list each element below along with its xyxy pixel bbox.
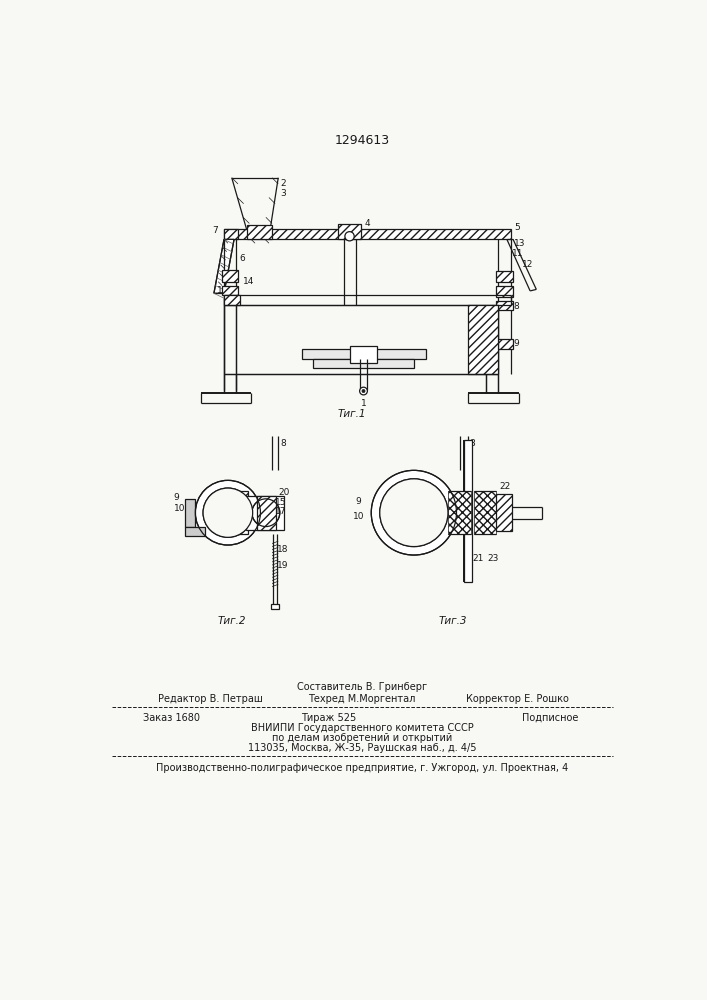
Bar	[271, 604, 279, 609]
Text: 1: 1	[361, 399, 366, 408]
Text: Техред М.Моргентал: Техред М.Моргентал	[308, 694, 416, 704]
Text: Заказ 1680: Заказ 1680	[143, 713, 199, 723]
Text: Тираж 525: Тираж 525	[301, 713, 356, 723]
Text: 20: 20	[279, 488, 290, 497]
Circle shape	[345, 232, 354, 241]
Text: по делам изобретений и открытий: по делам изобретений и открытий	[271, 733, 452, 743]
Bar	[224, 295, 240, 305]
Circle shape	[252, 499, 280, 527]
Text: Подписное: Подписное	[522, 713, 579, 723]
Bar	[338, 224, 361, 239]
Text: 10: 10	[354, 512, 365, 521]
Bar	[496, 286, 513, 297]
Circle shape	[203, 488, 252, 537]
Text: 8: 8	[514, 302, 520, 311]
Circle shape	[258, 505, 274, 520]
Text: 18: 18	[276, 545, 288, 554]
Polygon shape	[185, 527, 204, 536]
Text: 10: 10	[174, 504, 185, 513]
Text: Τиг.1: Τиг.1	[338, 409, 366, 419]
Text: 6: 6	[240, 254, 245, 263]
Text: 15: 15	[217, 286, 228, 295]
Bar	[496, 339, 513, 349]
Text: 12: 12	[522, 260, 534, 269]
Bar	[371, 470, 457, 555]
Text: Производственно-полиграфическое предприятие, г. Ужгород, ул. Проектная, 4: Производственно-полиграфическое предприя…	[156, 763, 568, 773]
Polygon shape	[214, 239, 234, 293]
Circle shape	[371, 470, 457, 555]
Bar	[474, 491, 496, 534]
Circle shape	[380, 479, 448, 547]
Text: 5: 5	[514, 223, 520, 232]
Text: Τиг.2: Τиг.2	[218, 615, 246, 626]
Circle shape	[362, 389, 365, 393]
Text: 19: 19	[276, 561, 288, 570]
Bar	[220, 491, 248, 534]
Bar	[464, 440, 472, 582]
Bar	[496, 494, 512, 531]
Circle shape	[360, 387, 368, 395]
Text: 23: 23	[488, 554, 499, 563]
Circle shape	[203, 488, 252, 537]
Text: 7: 7	[212, 226, 218, 235]
Polygon shape	[185, 499, 195, 527]
Text: 9: 9	[356, 497, 361, 506]
Text: ВНИИПИ Государственного комитета СССР: ВНИИПИ Государственного комитета СССР	[250, 723, 473, 733]
Circle shape	[262, 509, 270, 517]
Bar	[224, 229, 510, 239]
Text: 3: 3	[281, 189, 286, 198]
Bar	[313, 359, 414, 368]
Text: 22: 22	[499, 482, 510, 491]
Bar	[246, 496, 284, 530]
Text: 2: 2	[281, 179, 286, 188]
Text: 13: 13	[514, 239, 525, 248]
Text: Τиг.3: Τиг.3	[438, 615, 467, 626]
Bar	[223, 270, 238, 282]
Bar	[496, 301, 513, 310]
Text: 8: 8	[281, 439, 286, 448]
Circle shape	[380, 479, 448, 547]
Text: Корректор Е. Рошко: Корректор Е. Рошко	[466, 694, 569, 704]
Bar	[301, 349, 426, 359]
Text: Редактор В. Петраш: Редактор В. Петраш	[158, 694, 263, 704]
Bar	[224, 229, 238, 239]
Bar	[247, 225, 272, 239]
Bar	[195, 480, 260, 545]
Bar	[448, 491, 472, 534]
Text: 11: 11	[512, 249, 523, 258]
Text: Составитель В. Гринберг: Составитель В. Гринберг	[297, 682, 427, 692]
Text: 1294613: 1294613	[334, 134, 390, 147]
Text: 113035, Москва, Ж-35, Раушская наб., д. 4/5: 113035, Москва, Ж-35, Раушская наб., д. …	[247, 743, 477, 753]
Text: 9: 9	[174, 493, 180, 502]
Bar	[257, 496, 276, 530]
Bar	[223, 286, 238, 295]
Bar	[468, 305, 498, 374]
Text: 4: 4	[365, 219, 370, 228]
Bar	[496, 271, 513, 282]
Bar	[351, 346, 377, 363]
Text: 9: 9	[514, 339, 520, 348]
Text: 15: 15	[275, 498, 286, 507]
Text: 21: 21	[472, 554, 484, 563]
Text: 17: 17	[275, 507, 286, 516]
Text: 14: 14	[243, 277, 255, 286]
Text: 8: 8	[469, 439, 475, 448]
Circle shape	[195, 480, 260, 545]
